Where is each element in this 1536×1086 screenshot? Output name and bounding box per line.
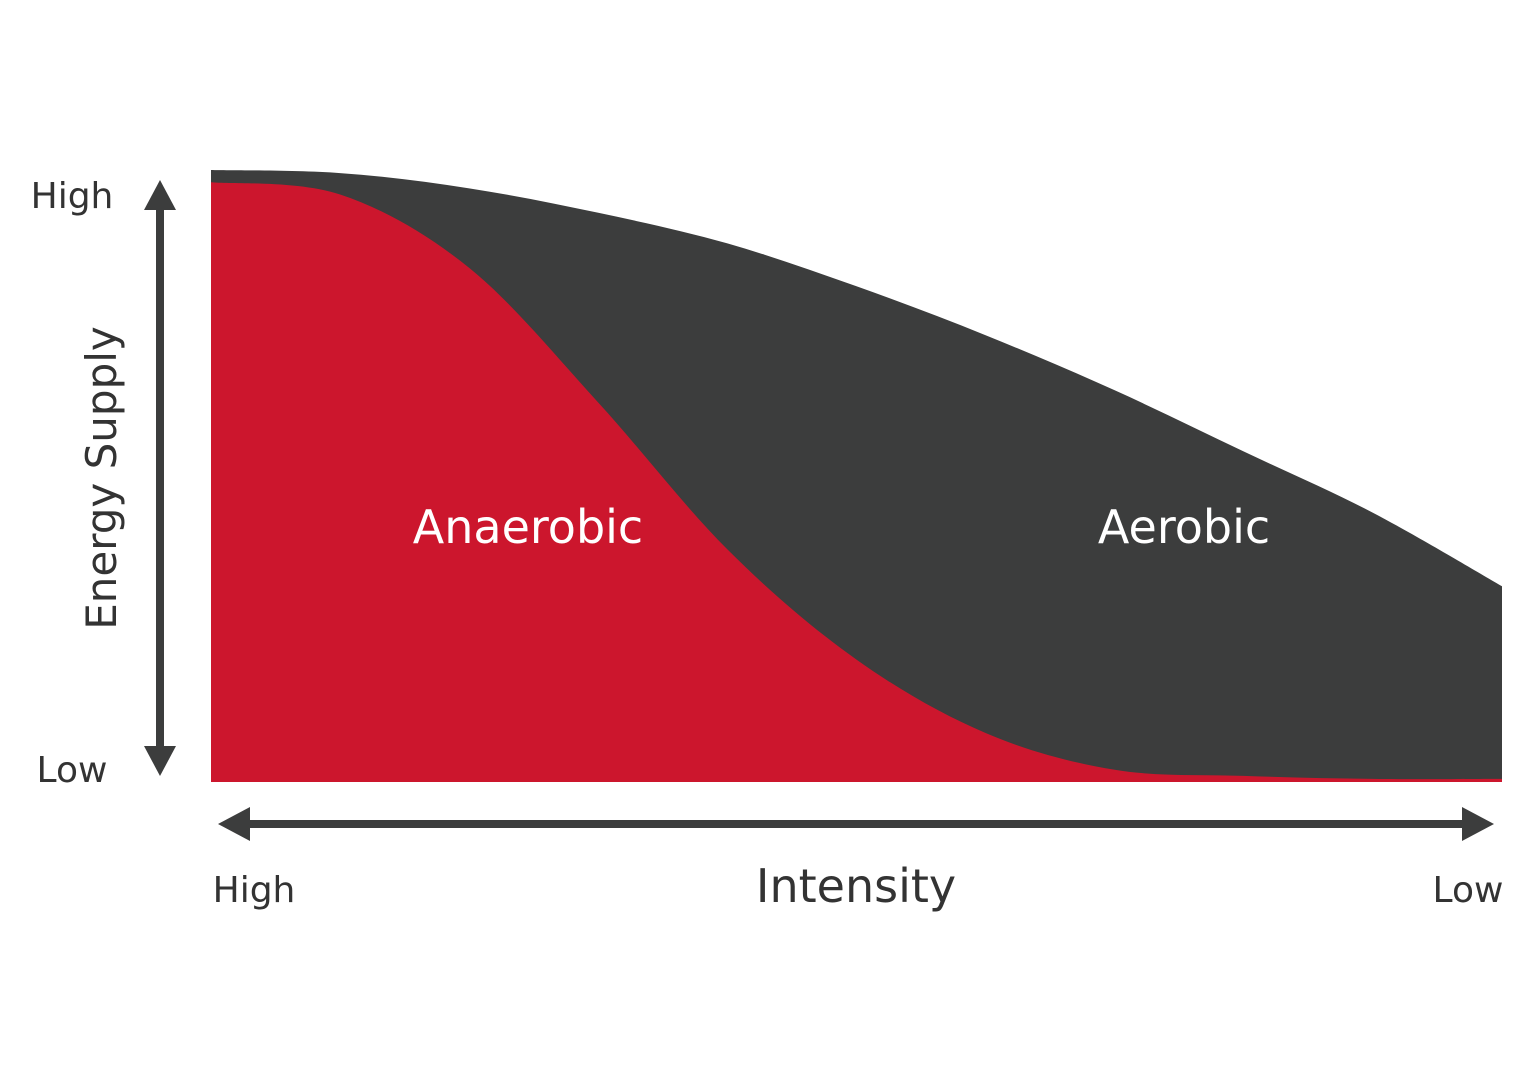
y-tick-high: High bbox=[31, 176, 114, 217]
y-axis-arrow bbox=[144, 180, 176, 776]
anaerobic-label: Anaerobic bbox=[413, 500, 643, 554]
x-tick-high: High bbox=[213, 870, 296, 911]
anaerobic-area bbox=[211, 182, 1502, 782]
aerobic-label: Aerobic bbox=[1098, 500, 1270, 554]
y-axis-title: Energy Supply bbox=[77, 326, 126, 630]
y-tick-low: Low bbox=[37, 750, 108, 791]
x-axis-arrow bbox=[218, 807, 1494, 841]
x-tick-low: Low bbox=[1433, 870, 1504, 911]
x-axis-title: Intensity bbox=[756, 859, 956, 913]
